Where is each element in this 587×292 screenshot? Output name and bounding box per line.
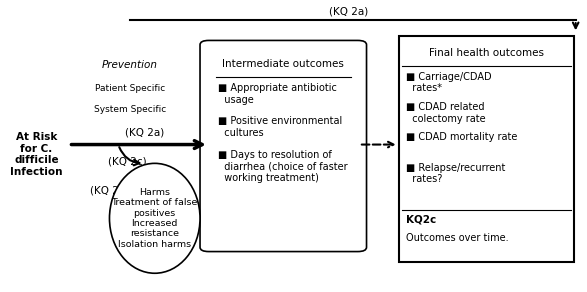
Text: Harms
Treatment of false
positives
Increased
resistance
Isolation harms: Harms Treatment of false positives Incre… bbox=[112, 188, 198, 249]
Text: (KQ 2a): (KQ 2a) bbox=[329, 6, 369, 17]
Text: Patient Specific: Patient Specific bbox=[95, 84, 165, 93]
Text: ■ Days to resolution of
  diarrhea (choice of faster
  working treatment): ■ Days to resolution of diarrhea (choice… bbox=[218, 150, 347, 183]
FancyBboxPatch shape bbox=[200, 40, 366, 252]
Text: Final health outcomes: Final health outcomes bbox=[429, 48, 544, 58]
Text: ■ Positive environmental
  cultures: ■ Positive environmental cultures bbox=[218, 117, 342, 138]
Text: (KQ 2a): (KQ 2a) bbox=[125, 128, 164, 138]
Text: ■ CDAD mortality rate: ■ CDAD mortality rate bbox=[406, 132, 517, 142]
Ellipse shape bbox=[109, 163, 200, 273]
Text: KQ2c: KQ2c bbox=[406, 215, 436, 225]
Text: Outcomes over time.: Outcomes over time. bbox=[406, 233, 508, 243]
Text: ■ Relapse/recurrent
  rates?: ■ Relapse/recurrent rates? bbox=[406, 163, 505, 184]
Text: (KQ 2c): (KQ 2c) bbox=[107, 157, 146, 167]
Text: Prevention: Prevention bbox=[102, 60, 158, 70]
FancyBboxPatch shape bbox=[399, 36, 574, 262]
Text: Intermediate outcomes: Intermediate outcomes bbox=[222, 59, 344, 69]
Text: At Risk
for C.
difficile
Infection: At Risk for C. difficile Infection bbox=[10, 132, 63, 177]
Text: (KQ 2b): (KQ 2b) bbox=[90, 186, 129, 196]
Text: ■ Appropriate antibiotic
  usage: ■ Appropriate antibiotic usage bbox=[218, 83, 336, 105]
Text: System Specific: System Specific bbox=[94, 105, 166, 114]
Text: ■ Carriage/CDAD
  rates*: ■ Carriage/CDAD rates* bbox=[406, 72, 491, 93]
Text: ■ CDAD related
  colectomy rate: ■ CDAD related colectomy rate bbox=[406, 102, 485, 124]
